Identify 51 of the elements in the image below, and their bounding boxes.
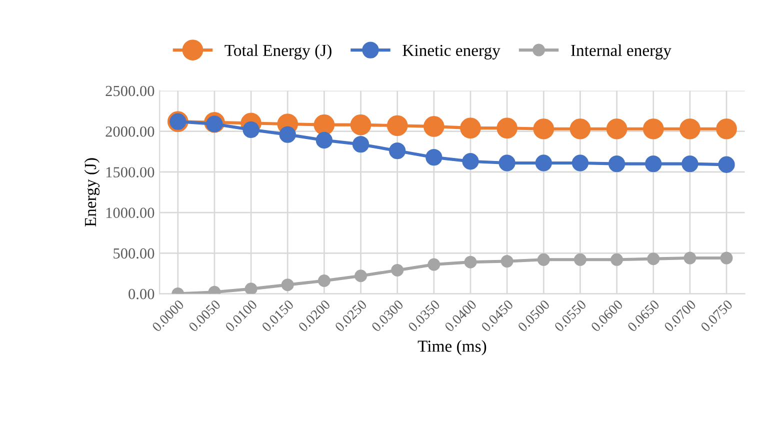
point (647, 252, 660, 266)
point (716, 118, 737, 140)
point (389, 142, 406, 160)
point (642, 118, 664, 140)
legend-label: Total Energy (J) (224, 44, 332, 60)
point (535, 154, 552, 172)
y-tick-label: 0.00 (128, 288, 154, 300)
point (316, 132, 333, 149)
point (498, 154, 516, 172)
point (242, 121, 260, 138)
legend-label: Internal energy (571, 44, 672, 60)
point (720, 252, 733, 264)
y-axis-title: Energy (J) (84, 158, 100, 227)
point (352, 136, 370, 153)
point (464, 256, 477, 268)
y-tick-label: 2500.00 (106, 86, 154, 96)
point (281, 278, 294, 292)
point (537, 253, 550, 266)
point (462, 153, 479, 170)
point (314, 114, 335, 136)
x-axis-title: Time (ms) (418, 340, 486, 356)
y-tick-label: 2000.00 (106, 126, 154, 137)
y-tick-label: 1000.00 (106, 208, 154, 218)
point (608, 155, 626, 172)
point (460, 118, 481, 138)
point (318, 274, 330, 288)
point (428, 258, 440, 271)
point (645, 155, 662, 172)
point (391, 264, 404, 276)
legend-label: Kinetic energy (402, 44, 500, 60)
point (684, 252, 696, 264)
point (350, 114, 372, 136)
point (423, 116, 444, 137)
point (682, 155, 698, 172)
point (426, 148, 442, 166)
point (354, 270, 368, 282)
point (279, 126, 296, 143)
point (386, 115, 408, 136)
point (500, 255, 514, 268)
y-tick-label: 500.00 (114, 248, 154, 259)
y-tick-label: 1500.00 (106, 167, 154, 178)
point (680, 118, 700, 140)
point (244, 282, 258, 294)
point (574, 253, 586, 266)
point (610, 253, 624, 266)
point (718, 156, 735, 173)
point (606, 118, 628, 140)
point (496, 118, 518, 138)
point (533, 118, 554, 140)
point (570, 118, 591, 140)
point (572, 154, 589, 172)
